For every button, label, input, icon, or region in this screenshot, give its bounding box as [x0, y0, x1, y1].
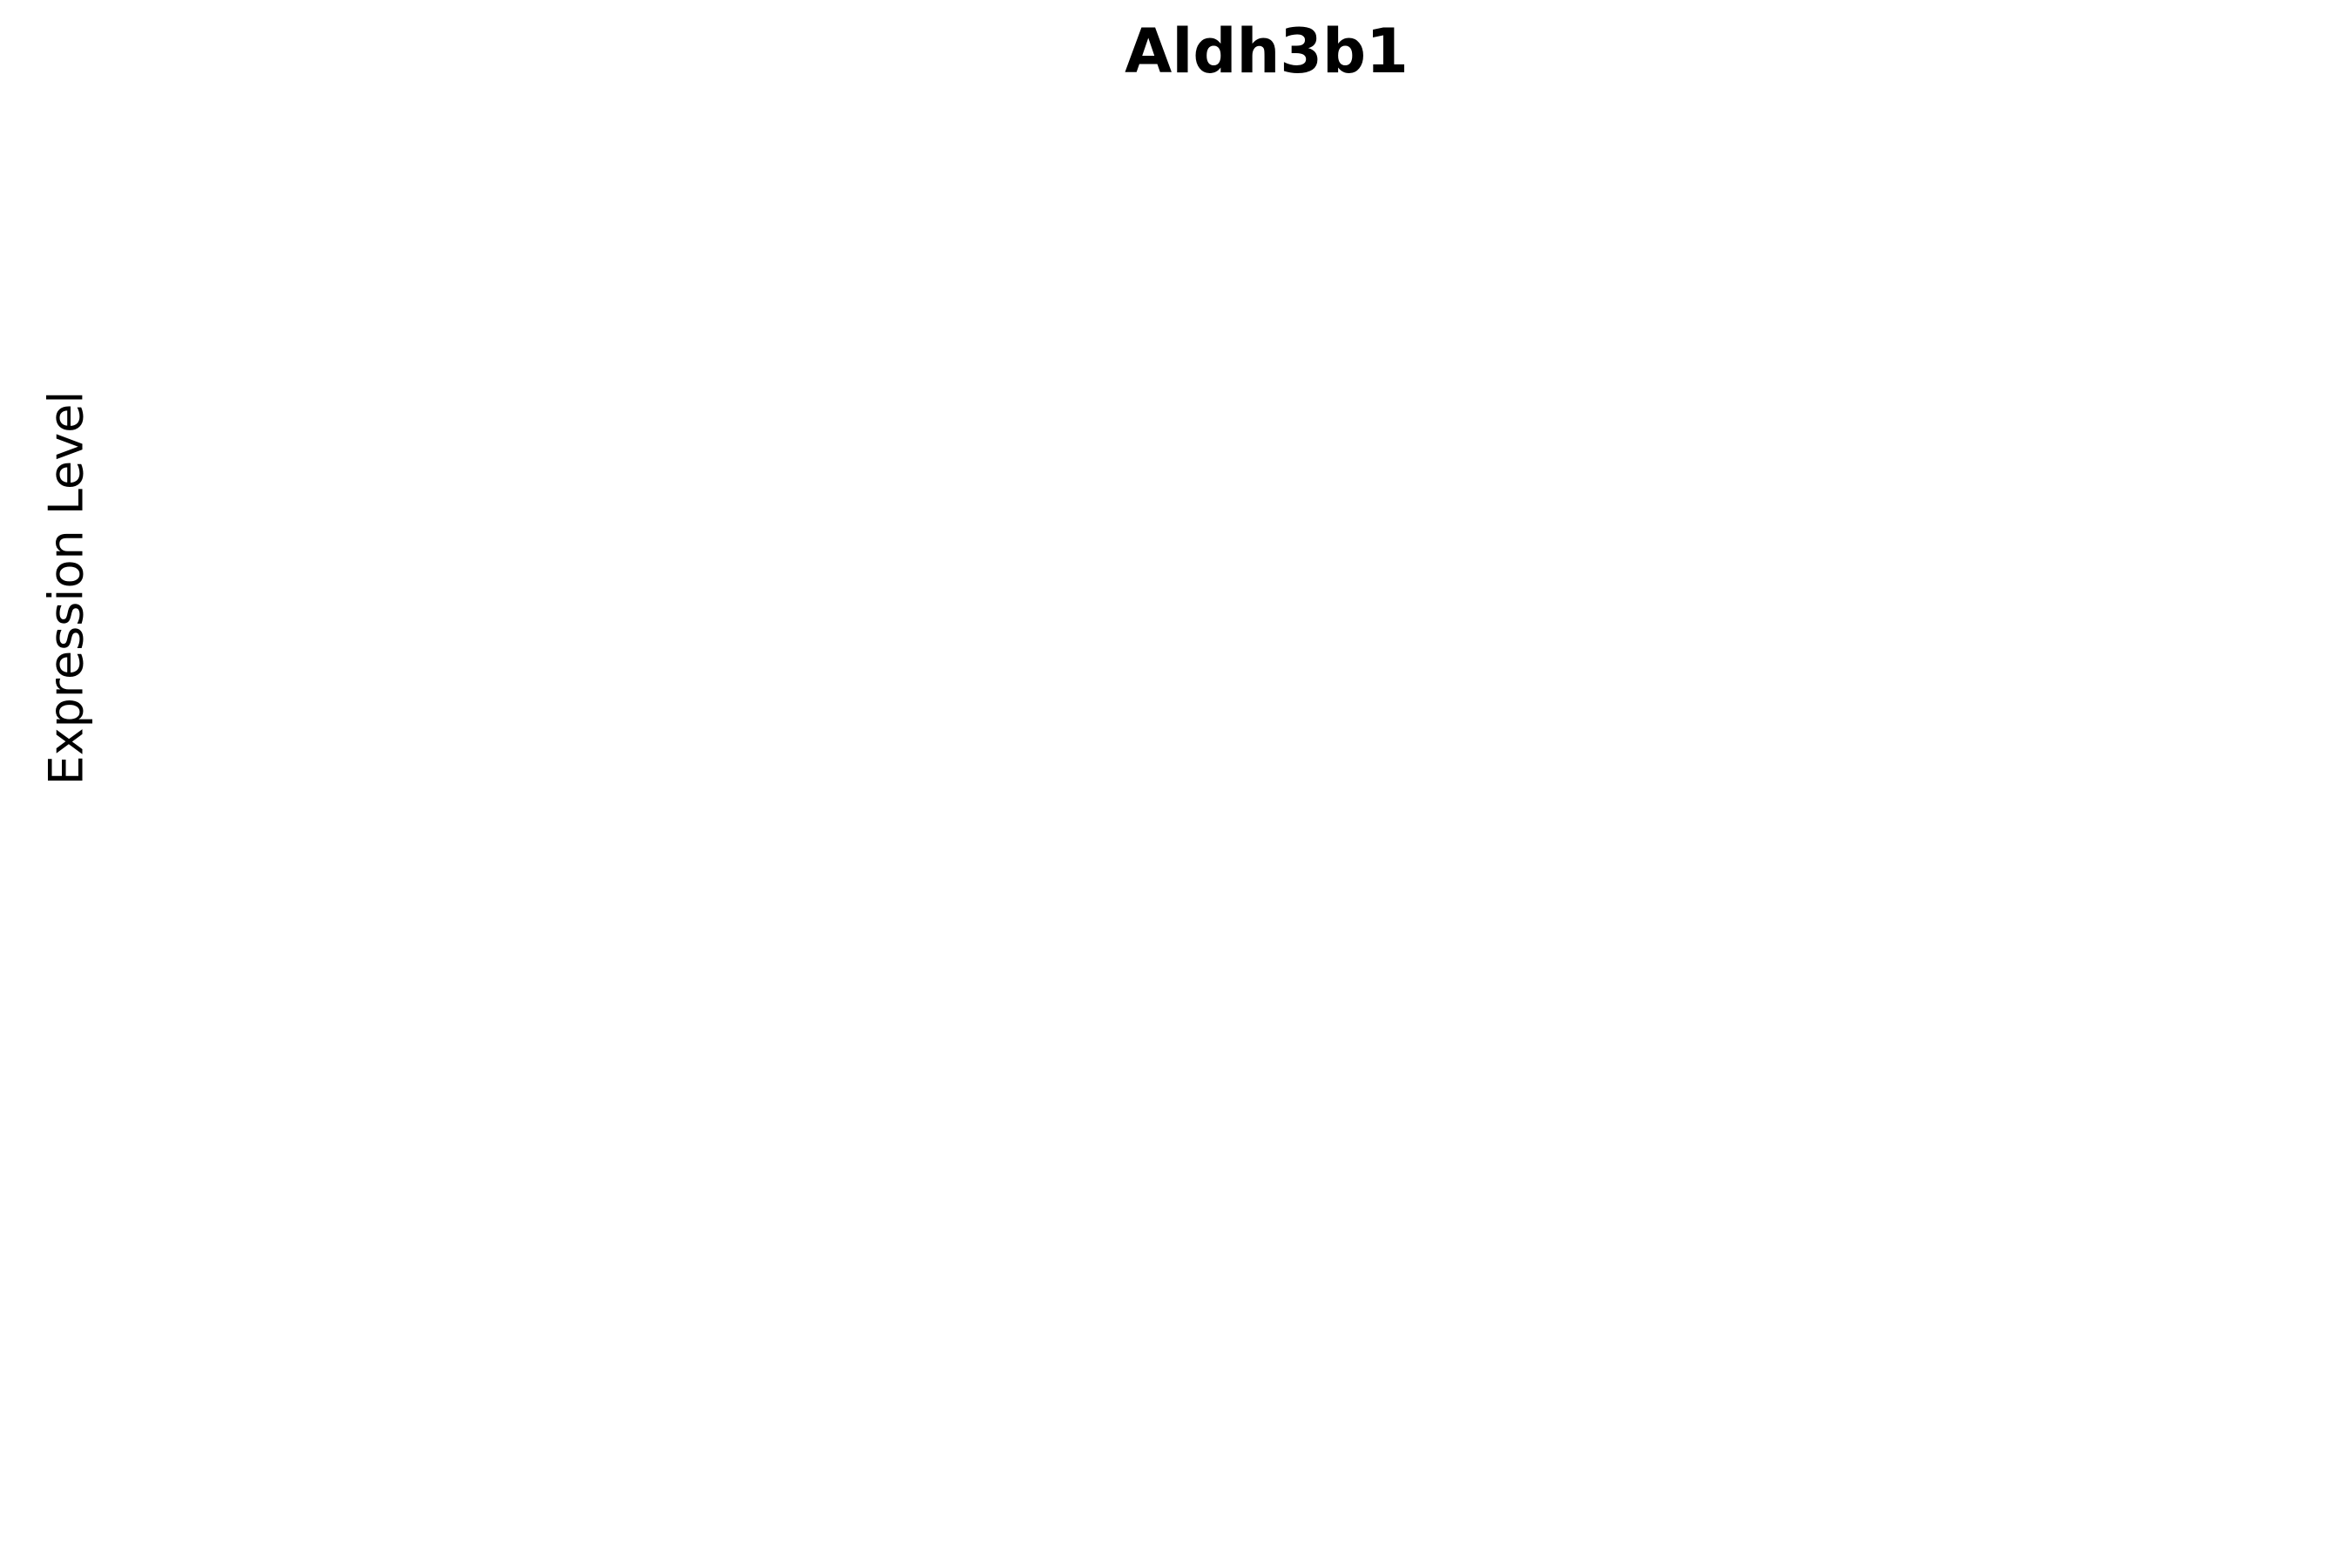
chart-title: Aldh3b1	[1125, 16, 1409, 87]
